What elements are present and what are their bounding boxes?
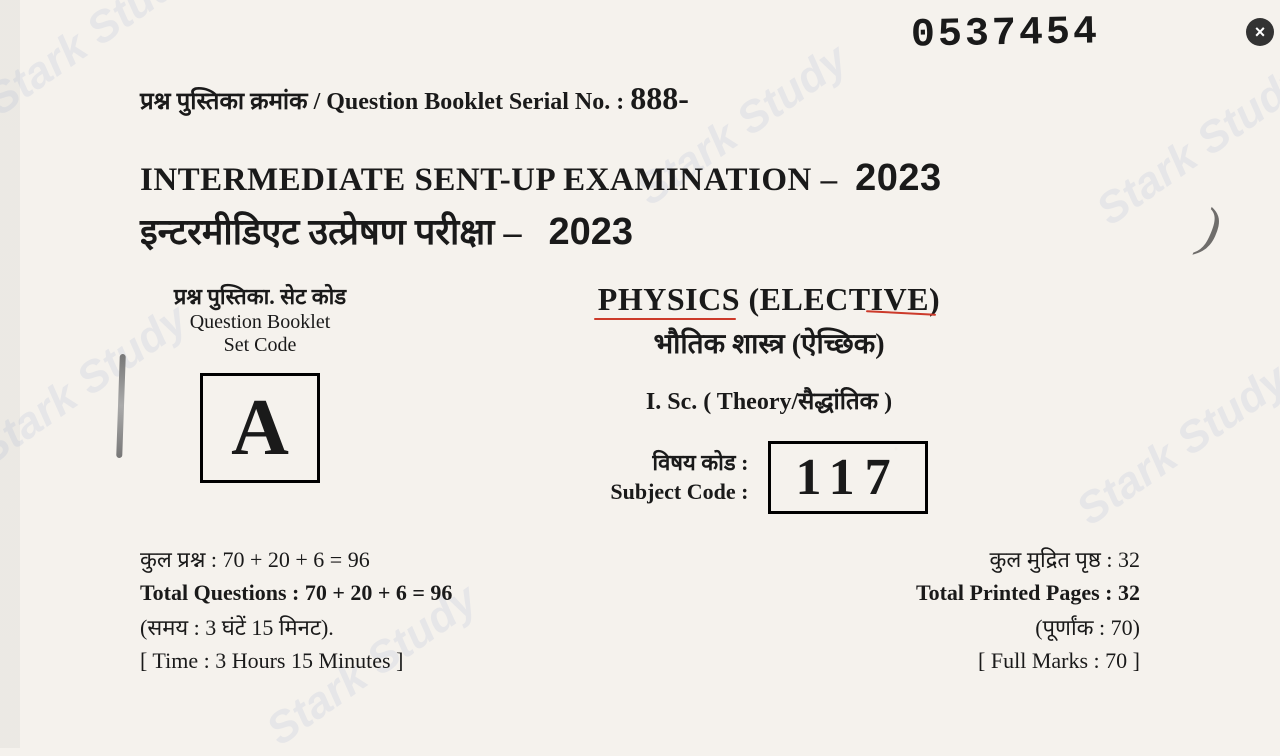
printed-pages-hi: कुल मुद्रित पृष्ठ : 32 bbox=[640, 544, 1140, 574]
subject-code-value: 117 bbox=[768, 441, 927, 514]
total-questions-en: Total Questions : 70 + 20 + 6 = 96 bbox=[140, 580, 640, 606]
booklet-serial-line: प्रश्न पुस्तिका क्रमांक / Question Bookl… bbox=[140, 80, 1140, 117]
total-questions-hi: कुल प्रश्न : 70 + 20 + 6 = 96 bbox=[140, 544, 640, 574]
red-underline-left bbox=[594, 318, 736, 320]
page-content: प्रश्न पुस्तिका क्रमांक / Question Bookl… bbox=[0, 0, 1280, 674]
set-code-label-hi: प्रश्न पुस्तिका. सेट कोड bbox=[140, 281, 380, 311]
exam-title-en-text: INTERMEDIATE SENT-UP EXAMINATION – bbox=[140, 162, 838, 198]
exam-title-en: INTERMEDIATE SENT-UP EXAMINATION – 2023 bbox=[140, 157, 1140, 200]
subject-block: PHYSICS (ELECTIVE) भौतिक शास्त्र (ऐच्छिक… bbox=[398, 281, 1140, 514]
exam-year-en: 2023 bbox=[855, 157, 942, 199]
serial-label-en: Question Booklet Serial No. : bbox=[326, 89, 624, 115]
set-code-value: A bbox=[200, 373, 320, 483]
set-code-block: प्रश्न पुस्तिका. सेट कोड Question Bookle… bbox=[140, 281, 380, 483]
exam-title-hi-text: इन्टरमीडिएट उत्प्रेषण परीक्षा – bbox=[140, 212, 521, 252]
subject-code-label-hi: विषय कोड : bbox=[610, 449, 748, 478]
serial-label-hi: प्रश्न पुस्तिका क्रमांक bbox=[140, 89, 308, 115]
subject-name-hi: भौतिक शास्त्र (ऐच्छिक) bbox=[398, 324, 1140, 362]
serial-value: 888- bbox=[630, 80, 689, 116]
set-code-label-en-1: Question Booklet bbox=[140, 311, 380, 334]
stream-line: I. Sc. ( Theory/सैद्धांतिक ) bbox=[398, 384, 1140, 417]
subject-code-label: विषय कोड : Subject Code : bbox=[610, 449, 748, 506]
exam-title-hi: इन्टरमीडिएट उत्प्रेषण परीक्षा – 2023 bbox=[140, 206, 1140, 255]
full-marks-en: [ Full Marks : 70 ] bbox=[640, 648, 1140, 674]
set-code-label-en-2: Set Code bbox=[140, 334, 380, 357]
exam-year-hi: 2023 bbox=[548, 211, 633, 253]
time-hi: (समय : 3 घंटें 15 मिनट). bbox=[140, 612, 640, 642]
full-marks-hi: (पूर्णांक : 70) bbox=[640, 612, 1140, 642]
printed-pages-en: Total Printed Pages : 32 bbox=[640, 580, 1140, 606]
subject-code-label-en: Subject Code : bbox=[610, 478, 748, 507]
footer-grid: कुल प्रश्न : 70 + 20 + 6 = 96 कुल मुद्रि… bbox=[140, 544, 1140, 674]
time-en: [ Time : 3 Hours 15 Minutes ] bbox=[140, 648, 640, 674]
subject-name-en: PHYSICS (ELECTIVE) bbox=[598, 281, 940, 318]
subject-row: प्रश्न पुस्तिका. सेट कोड Question Bookle… bbox=[140, 281, 1140, 514]
serial-separator: / bbox=[314, 89, 321, 115]
subject-code-row: विषय कोड : Subject Code : 117 bbox=[398, 441, 1140, 514]
